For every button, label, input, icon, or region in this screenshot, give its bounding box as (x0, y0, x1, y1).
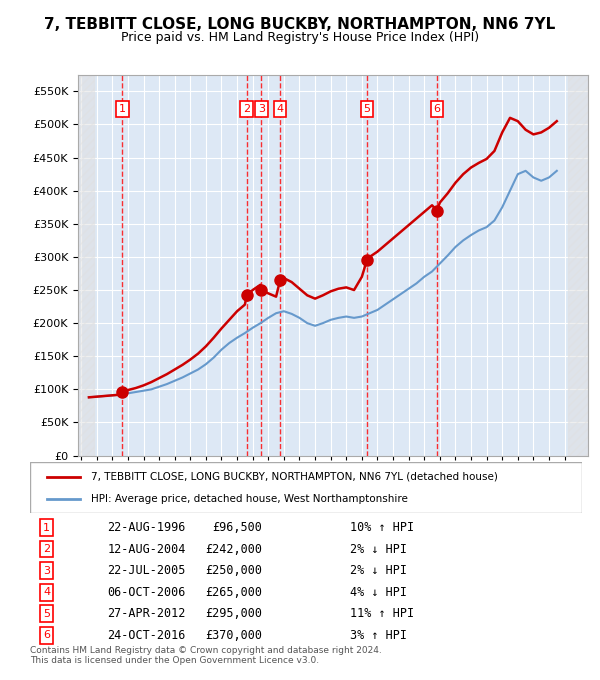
Text: 24-OCT-2016: 24-OCT-2016 (107, 629, 185, 642)
Text: 1: 1 (43, 522, 50, 532)
Text: 12-AUG-2004: 12-AUG-2004 (107, 543, 185, 556)
Text: 2: 2 (243, 104, 250, 114)
Text: 5: 5 (43, 609, 50, 619)
Text: 6: 6 (434, 104, 440, 114)
Text: 3: 3 (258, 104, 265, 114)
Text: 22-JUL-2005: 22-JUL-2005 (107, 564, 185, 577)
Text: £250,000: £250,000 (205, 564, 262, 577)
Text: 2: 2 (43, 544, 50, 554)
Text: HPI: Average price, detached house, West Northamptonshire: HPI: Average price, detached house, West… (91, 494, 407, 504)
Text: 11% ↑ HPI: 11% ↑ HPI (350, 607, 414, 620)
Text: 6: 6 (43, 630, 50, 641)
Bar (78, 75, 94, 456)
Text: 3: 3 (43, 566, 50, 576)
Text: 2% ↓ HPI: 2% ↓ HPI (350, 564, 407, 577)
Text: 1: 1 (119, 104, 126, 114)
Text: 4% ↓ HPI: 4% ↓ HPI (350, 585, 407, 598)
Text: 4: 4 (277, 104, 284, 114)
FancyBboxPatch shape (30, 462, 582, 513)
Text: 7, TEBBITT CLOSE, LONG BUCKBY, NORTHAMPTON, NN6 7YL: 7, TEBBITT CLOSE, LONG BUCKBY, NORTHAMPT… (44, 17, 556, 32)
Text: £295,000: £295,000 (205, 607, 262, 620)
Text: 3% ↑ HPI: 3% ↑ HPI (350, 629, 407, 642)
Text: 4: 4 (43, 587, 50, 597)
Text: 06-OCT-2006: 06-OCT-2006 (107, 585, 185, 598)
Text: £265,000: £265,000 (205, 585, 262, 598)
Text: £242,000: £242,000 (205, 543, 262, 556)
Text: £96,500: £96,500 (212, 521, 262, 534)
Text: 5: 5 (364, 104, 370, 114)
Text: Contains HM Land Registry data © Crown copyright and database right 2024.
This d: Contains HM Land Registry data © Crown c… (30, 646, 382, 666)
Text: Price paid vs. HM Land Registry's House Price Index (HPI): Price paid vs. HM Land Registry's House … (121, 31, 479, 44)
Bar (568, 75, 588, 456)
Text: 7, TEBBITT CLOSE, LONG BUCKBY, NORTHAMPTON, NN6 7YL (detached house): 7, TEBBITT CLOSE, LONG BUCKBY, NORTHAMPT… (91, 472, 497, 481)
Text: 10% ↑ HPI: 10% ↑ HPI (350, 521, 414, 534)
Text: £370,000: £370,000 (205, 629, 262, 642)
Text: 22-AUG-1996: 22-AUG-1996 (107, 521, 185, 534)
Text: 27-APR-2012: 27-APR-2012 (107, 607, 185, 620)
Text: 2% ↓ HPI: 2% ↓ HPI (350, 543, 407, 556)
